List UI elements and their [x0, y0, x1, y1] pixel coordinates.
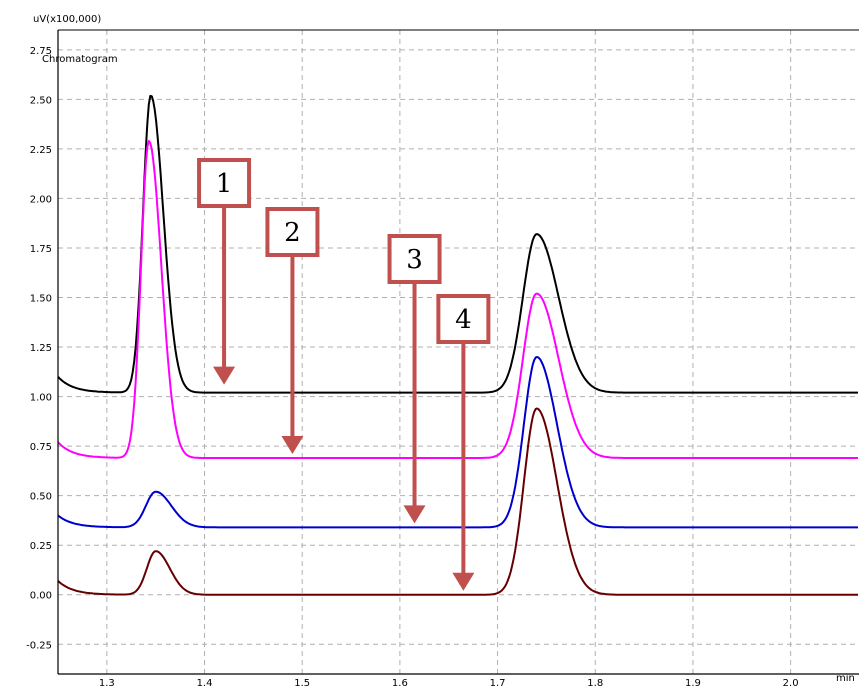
y-tick-label: 2.75 — [30, 46, 52, 57]
y-tick-label: 1.75 — [30, 244, 52, 255]
x-tick-label: 1.5 — [294, 678, 310, 686]
y-tick-labels: -0.25 0.00 0.25 0.50 0.75 1.00 1.25 1.50 1.75 2.0… — [26, 46, 52, 651]
annotation-label-2: 2 — [284, 218, 301, 248]
series-line-3 — [57, 356, 858, 529]
series-lines — [57, 94, 858, 596]
annotation-arrowhead-1 — [213, 366, 236, 385]
x-tick-label: 1.9 — [685, 678, 701, 686]
series-line-4 — [57, 407, 858, 596]
y-tick-label: 1.25 — [30, 343, 52, 354]
y-tick-label: 1.00 — [30, 393, 52, 404]
y-tick-label: -0.25 — [26, 640, 52, 651]
x-tick-label: 1.7 — [490, 678, 506, 686]
y-tick-label: 1.50 — [30, 294, 52, 305]
x-tick-label: 1.3 — [99, 678, 115, 686]
x-tick-label: 1.4 — [197, 678, 213, 686]
series-line-2 — [57, 139, 858, 459]
annotation-arrowhead-3 — [403, 505, 426, 524]
y-tick-label: 2.50 — [30, 95, 52, 106]
annotation-arrowhead-2 — [281, 436, 304, 455]
chart-title: Chromatogram — [42, 54, 118, 65]
y-tick-label: 0.75 — [30, 442, 52, 453]
series-line-1 — [57, 94, 858, 394]
annotation-box-3 — [387, 234, 442, 284]
annotations: 1 2 3 4 — [197, 158, 491, 591]
y-tick-label: 0.00 — [30, 591, 52, 602]
x-tick-labels: 1.3 1.4 1.5 1.6 1.7 1.8 1.9 2.0 — [99, 678, 799, 686]
x-tick-label: 1.6 — [392, 678, 408, 686]
annotation-box-4 — [436, 294, 491, 344]
y-tick-label: 0.50 — [30, 492, 52, 503]
x-tick-label: 2.0 — [783, 678, 799, 686]
y-tick-label: 2.00 — [30, 194, 52, 205]
annotation-arrowhead-4 — [452, 572, 475, 591]
x-tick-label: 1.8 — [587, 678, 603, 686]
annotation-box-1 — [197, 158, 252, 208]
y-axis-label: uV(x100,000) — [33, 14, 101, 25]
annotation-box-2 — [265, 207, 320, 257]
annotation-label-3: 3 — [406, 245, 423, 275]
y-tick-label: 2.25 — [30, 145, 52, 156]
annotation-label-1: 1 — [216, 169, 233, 199]
x-axis-label: min — [836, 673, 855, 684]
annotation-label-4: 4 — [455, 305, 472, 335]
y-tick-label: 0.25 — [30, 541, 52, 552]
